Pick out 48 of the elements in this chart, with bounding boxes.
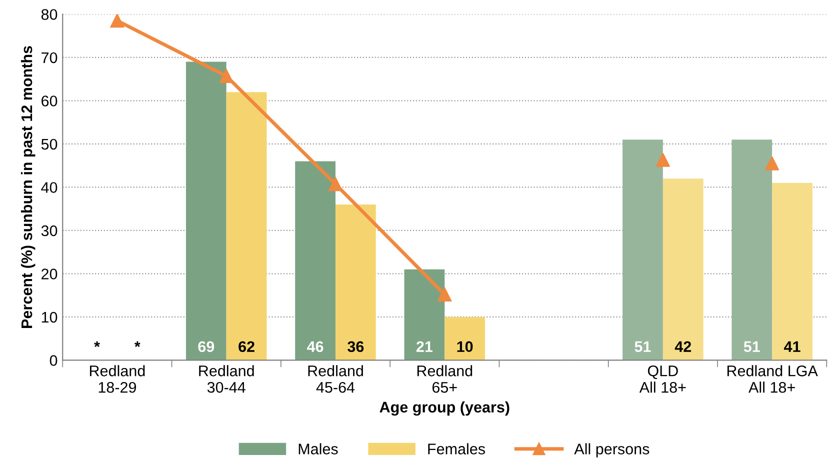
bar: [226, 92, 267, 360]
data-label: 36: [348, 341, 364, 352]
data-label: 69: [198, 341, 214, 352]
data-label: 42: [674, 341, 692, 352]
x-tick-label: Redland 18-29: [90, 365, 145, 393]
point: [328, 177, 342, 192]
y-tick-label: 20: [42, 268, 58, 280]
data-label: 21: [416, 341, 433, 352]
legend-label: Females: [428, 443, 485, 454]
text: *: [94, 341, 100, 348]
data-label: 51: [744, 341, 760, 352]
bar: [662, 178, 704, 360]
y-tick-label: 30: [41, 225, 58, 236]
bar: [295, 161, 336, 360]
x-axis-title: Age group (years): [380, 401, 510, 416]
y-tick-label: 80: [41, 9, 58, 20]
bar: [732, 140, 772, 360]
y-tick-label: 50: [41, 138, 58, 150]
data-label: 51: [634, 341, 651, 352]
bar: [772, 182, 812, 360]
point: [219, 69, 234, 84]
data-label: 62: [238, 341, 254, 352]
data-label: 41: [784, 341, 800, 352]
data-label: 10: [457, 341, 473, 352]
y-tick-label: 10: [42, 312, 58, 323]
x-tick-label: QLD All 18+: [639, 366, 686, 393]
y-tick-label: 40: [41, 182, 58, 193]
y-tick-label: 60: [42, 96, 58, 106]
text: *: [134, 341, 140, 348]
point: [110, 14, 124, 28]
x-tick-label: Redland LGA All 18+: [727, 365, 818, 393]
y-axis-title: Percent (%) sunburn in past 12 months: [20, 46, 36, 328]
x-tick-label: Redland 65+: [417, 365, 472, 393]
legend-label: All persons: [574, 443, 650, 458]
bar: [186, 62, 226, 360]
x-tick-label: Redland 30-44: [199, 365, 254, 393]
data-label: 46: [307, 341, 324, 352]
y-tick-label: 0: [50, 355, 58, 366]
bar: [444, 316, 486, 360]
point: [765, 156, 780, 170]
x-tick-label: Redland 45-64: [308, 365, 363, 393]
point: [438, 288, 452, 302]
bar: [335, 204, 376, 360]
legend-label: Males: [298, 443, 338, 454]
bar: [622, 140, 663, 360]
point: [656, 153, 670, 167]
bar: [404, 269, 445, 360]
y-tick-label: 70: [42, 52, 58, 64]
